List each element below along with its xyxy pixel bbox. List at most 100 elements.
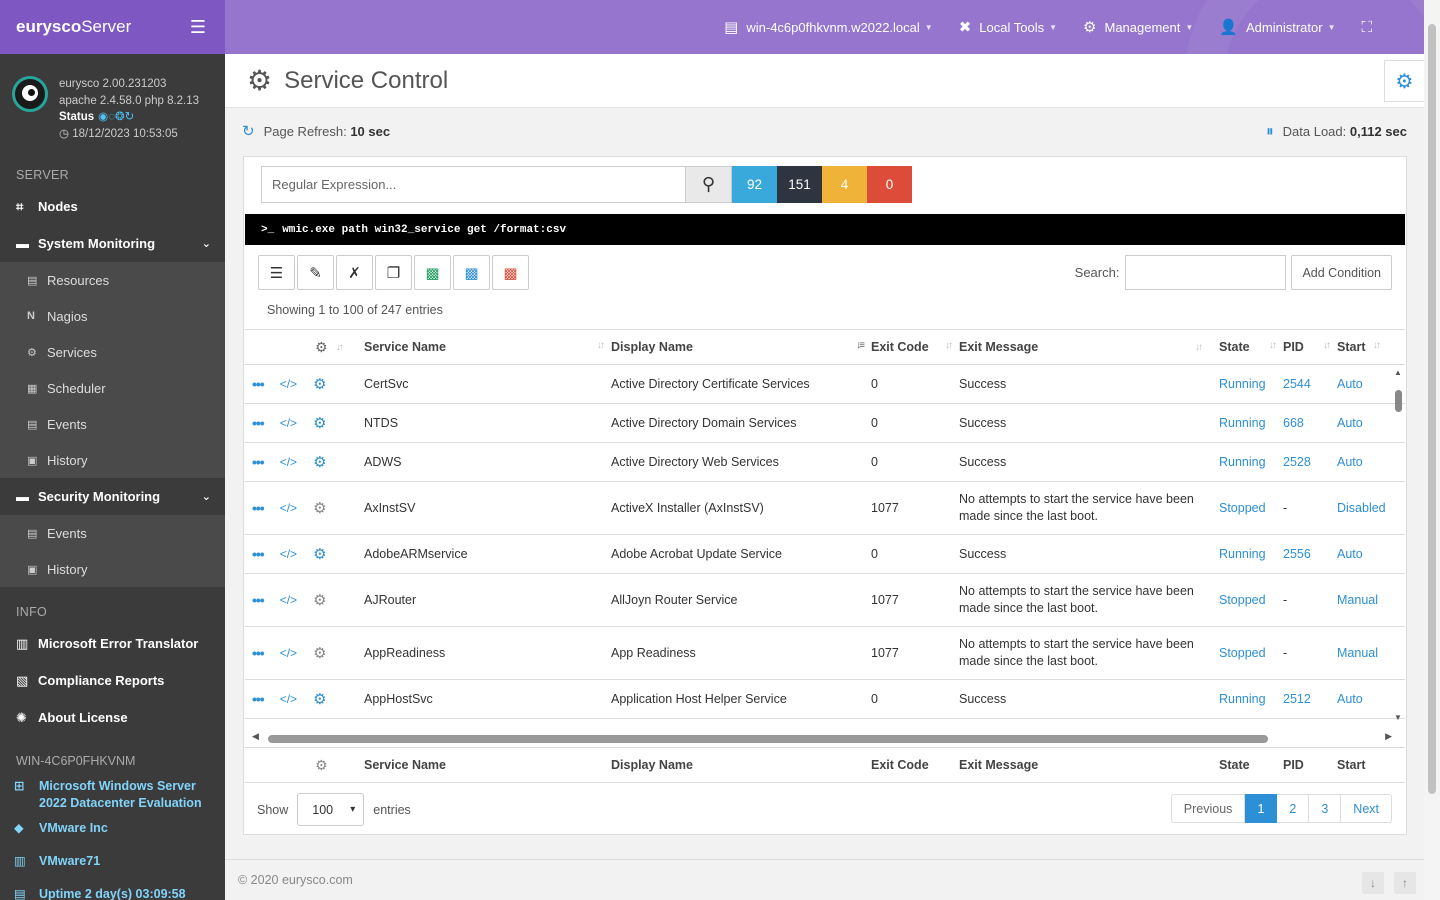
start-link[interactable]: Manual [1337,646,1378,660]
col-state[interactable]: State ↓↑ [1219,340,1283,354]
pid-link[interactable]: 668 [1283,416,1304,430]
menu-toggle-icon[interactable]: ☰ [189,16,207,37]
count-badge[interactable]: 4 [822,166,867,203]
sort-icon[interactable]: ↓↑ [335,341,344,353]
state-link[interactable]: Running [1219,692,1266,706]
fullscreen-button[interactable]: ⛶ [1361,19,1380,36]
gear-icon[interactable]: ⚙ [313,500,327,517]
sidebar-item-history[interactable]: ▣ History [0,442,225,478]
table-row[interactable]: ••• </> ⚙ AppReadiness App Readiness 1077 No a… [245,627,1405,680]
scroll-top-button[interactable]: ↑ [1394,872,1416,894]
gear-icon[interactable]: ⚙ [313,691,327,708]
user-menu[interactable]: 👤 Administrator ▼ [1219,18,1335,36]
pid-link[interactable]: 2512 [1283,692,1311,706]
gear-icon[interactable]: ⚙ [313,415,327,432]
table-row[interactable]: ••• </> ⚙ AppHostSvc Application Host Helper… [245,680,1405,719]
start-link[interactable]: Auto [1337,455,1363,469]
pid-link[interactable]: 2556 [1283,547,1311,561]
sidebar-item-system-monitoring[interactable]: ▬ System Monitoring ⌄ [0,225,225,262]
state-link[interactable]: Stopped [1219,593,1266,607]
page-2[interactable]: 2 [1277,794,1310,823]
table-row[interactable]: ••• </> ⚙ NTDS Active Directory Domain Servi… [245,404,1405,443]
save-state-button[interactable]: ✎ [297,255,334,290]
more-icon[interactable]: ••• [252,546,265,562]
scroll-thumb[interactable] [268,735,1268,743]
sidebar-item-sec-history[interactable]: ▣ History [0,551,225,587]
sidebar-item-security-monitoring[interactable]: ▬ Security Monitoring ⌄ [0,478,225,515]
start-link[interactable]: Auto [1337,692,1363,706]
col-exit-code[interactable]: Exit Code ↓↑ [871,340,959,354]
col-service-name[interactable]: Service Name ↓↑ [351,340,611,354]
page-3[interactable]: 3 [1309,794,1342,823]
more-icon[interactable]: ••• [252,376,265,392]
sidebar-item-events[interactable]: ▤ Events [0,406,225,442]
add-condition-button[interactable]: Add Condition [1291,255,1392,290]
sidebar-item-error-translator[interactable]: ▥ Microsoft Error Translator [0,625,225,662]
columns-button[interactable]: ☰ [258,255,295,290]
table-search-input[interactable] [1125,255,1287,290]
refresh-icon[interactable]: ↻ [242,123,255,140]
start-link[interactable]: Disabled [1337,501,1386,515]
code-icon[interactable]: </> [279,501,298,515]
code-icon[interactable]: </> [279,692,298,706]
table-row[interactable]: ••• </> ⚙ AJRouter AllJoyn Router Service 107… [245,574,1405,627]
management-menu[interactable]: ⚙ Management ▼ [1083,18,1193,36]
pid-link[interactable]: 2528 [1283,455,1311,469]
pid-link[interactable]: 2544 [1283,377,1311,391]
code-icon[interactable]: </> [279,377,298,391]
host-menu[interactable]: ▤ win-4c6p0fhkvnm.w2022.local ▼ [724,18,933,36]
col-start[interactable]: Start ↓↑ [1337,340,1387,354]
code-icon[interactable]: </> [279,646,298,660]
gear-icon[interactable]: ⚙ [313,592,327,609]
copy-button[interactable]: ❐ [375,255,412,290]
state-link[interactable]: Running [1219,547,1266,561]
settings-button[interactable]: ⚙ [1384,60,1424,102]
col-exit-message[interactable]: Exit Message ↓↑ [959,339,1219,356]
more-icon[interactable]: ••• [252,592,265,608]
more-icon[interactable]: ••• [252,500,265,516]
state-link[interactable]: Running [1219,455,1266,469]
table-row[interactable]: ••• </> ⚙ ADWS Active Directory Web Services… [245,443,1405,482]
pause-icon[interactable]: ⏸ [1266,122,1274,140]
page-scrollbar[interactable] [1424,0,1440,900]
sidebar-item-nodes[interactable]: ⌗ Nodes [0,188,225,225]
scroll-thumb[interactable] [1395,390,1402,412]
page-previous[interactable]: Previous [1170,794,1246,823]
sidebar-item-license[interactable]: ✺ About License [0,699,225,736]
page-next[interactable]: Next [1341,794,1392,823]
page-1[interactable]: 1 [1245,794,1278,823]
state-link[interactable]: Stopped [1219,501,1266,515]
more-icon[interactable]: ••• [252,691,265,707]
table-horizontal-scrollbar[interactable]: ◀ ▶ [252,730,1392,746]
code-icon[interactable]: </> [279,455,298,469]
excel-button[interactable]: ▩ [414,255,451,290]
sidebar-item-scheduler[interactable]: ▦ Scheduler [0,370,225,406]
sidebar-item-compliance[interactable]: ▧ Compliance Reports [0,662,225,699]
csv-button[interactable]: ▩ [453,255,490,290]
gear-icon[interactable]: ⚙ [313,376,327,393]
table-row[interactable]: ••• </> ⚙ AxInstSV ActiveX Installer (AxInst… [245,482,1405,535]
state-link[interactable]: Stopped [1219,646,1266,660]
state-link[interactable]: Running [1219,377,1266,391]
start-link[interactable]: Manual [1337,593,1378,607]
code-icon[interactable]: </> [279,593,298,607]
sidebar-item-nagios[interactable]: N Nagios [0,298,225,334]
count-badge[interactable]: 92 [732,166,777,203]
scroll-bottom-button[interactable]: ↓ [1362,872,1384,894]
start-link[interactable]: Auto [1337,416,1363,430]
page-length-select[interactable]: 100 ▾ [297,793,365,826]
gear-icon[interactable]: ⚙ [313,645,327,662]
brand-logo[interactable]: eurysco Server ☰ [0,0,225,54]
count-badge[interactable]: 151 [777,166,822,203]
more-icon[interactable]: ••• [252,415,265,431]
sidebar-item-sec-events[interactable]: ▤ Events [0,515,225,551]
more-icon[interactable]: ••• [252,454,265,470]
sidebar-item-resources[interactable]: ▤ Resources [0,262,225,298]
start-link[interactable]: Auto [1337,377,1363,391]
more-icon[interactable]: ••• [252,645,265,661]
code-icon[interactable]: </> [279,547,298,561]
local-tools-menu[interactable]: ✖ Local Tools ▼ [959,18,1057,36]
col-display-name[interactable]: Display Name ↓≡ [611,340,871,354]
table-vertical-scrollbar[interactable]: ▲ ▼ [1393,368,1405,722]
sidebar-item-services[interactable]: ⚙ Services [0,334,225,370]
